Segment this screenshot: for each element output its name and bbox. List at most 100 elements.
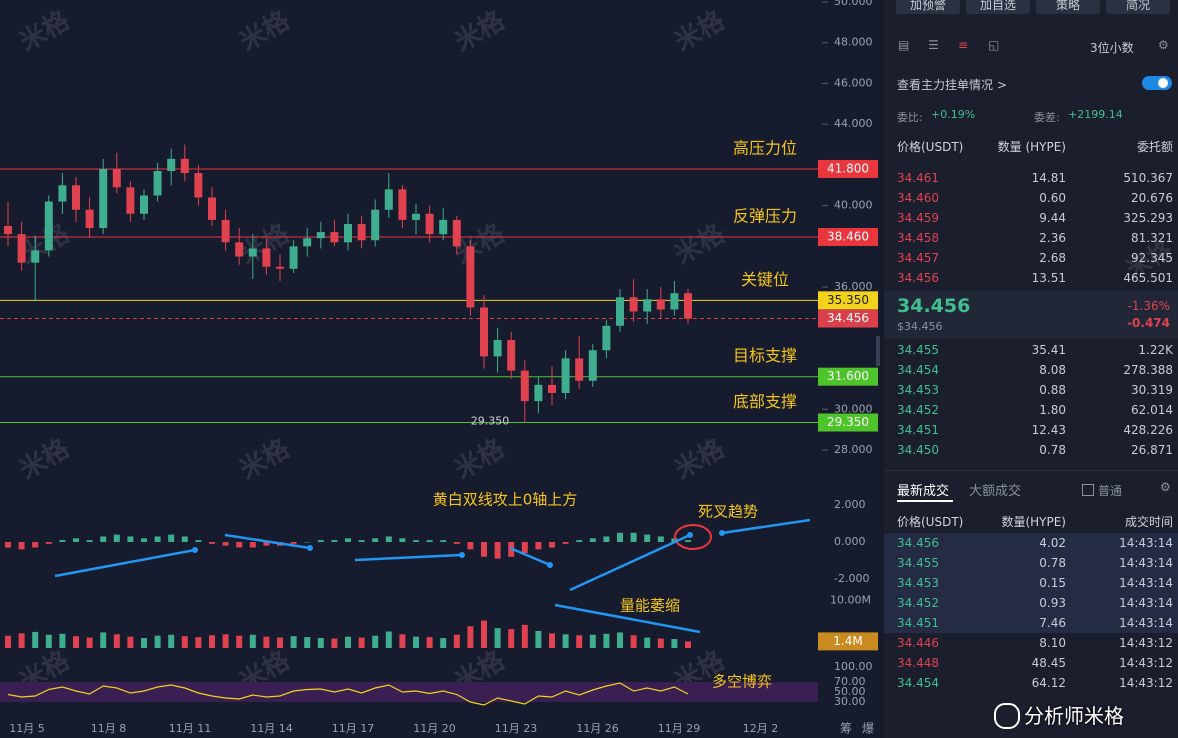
volume-bar	[249, 634, 256, 648]
volume-bar	[168, 634, 175, 648]
x-tick-label: 11月 8	[91, 722, 127, 735]
volume-bar	[345, 636, 351, 648]
candle-body	[507, 340, 516, 371]
volume-bar	[399, 634, 406, 648]
trade-qty: 0.93	[1039, 596, 1066, 610]
settings-icon[interactable]: ⚙	[1160, 480, 1171, 494]
candle-body	[493, 340, 502, 357]
volume-bar	[181, 636, 188, 648]
trade-qty: 0.78	[1039, 556, 1066, 570]
volume-bar	[222, 634, 229, 648]
macd-bar	[440, 540, 447, 542]
trade-price: 34.453	[897, 576, 939, 590]
button[interactable]: 简况	[1106, 0, 1170, 14]
book-header: 委托额	[1136, 140, 1173, 154]
volume-bar	[195, 637, 202, 648]
macd-bar	[426, 540, 433, 542]
level-tag-label: 41.800	[827, 161, 869, 175]
level-note: 反弹压力	[733, 206, 797, 225]
row-bg	[884, 553, 1178, 573]
arrow	[54, 548, 196, 578]
arrow-head	[719, 530, 725, 536]
amount: 20.676	[1131, 191, 1173, 205]
button[interactable]: 加预警	[896, 0, 960, 14]
level-tag-label: 29.350	[827, 415, 869, 429]
corner-label: 筹	[840, 722, 852, 736]
macd-tick-label: 2.000	[834, 498, 866, 511]
candle-body	[330, 232, 339, 243]
trade-tab[interactable]: 最新成交	[897, 484, 950, 499]
macd-bar	[644, 534, 651, 542]
qty: 8.08	[1039, 363, 1066, 377]
volume-bar	[685, 641, 691, 648]
amount: 278.388	[1123, 363, 1173, 377]
volume-bar	[304, 637, 311, 648]
mid-change: -0.474	[1127, 316, 1170, 330]
qty: 9.44	[1039, 211, 1066, 225]
collapse-handle[interactable]	[876, 336, 880, 366]
level-tag	[818, 367, 878, 386]
row-bg	[884, 533, 1178, 553]
trade-header: 数量(HYPE)	[1001, 515, 1066, 529]
amount: 62.014	[1131, 403, 1173, 417]
candle-body	[99, 168, 108, 229]
sidebar: 加预警 加自选 策略 简况 ▤ ☰ ≡ ◱ 3位小数 ⚙ 查看主力挂单情况 > 委比: +0.19% 委差…	[884, 0, 1178, 738]
footer-logo	[994, 703, 1020, 729]
macd-bar	[358, 540, 365, 542]
volume-bar	[113, 634, 120, 648]
volume-bar	[331, 638, 338, 648]
trade-header: 成交时间	[1124, 515, 1173, 529]
candle-body	[208, 197, 216, 220]
candle-body	[561, 358, 570, 393]
arrow	[354, 553, 463, 562]
filter-box[interactable]	[1082, 484, 1094, 496]
volume-bar	[644, 637, 651, 648]
button[interactable]: 加自选	[966, 0, 1030, 14]
candle-body	[656, 299, 665, 310]
mid-price: 34.456	[897, 295, 971, 317]
macd-bar	[453, 542, 460, 544]
macd-bar	[222, 542, 229, 546]
footer: 分析师米格	[1024, 704, 1124, 728]
diff-value: +2199.14	[1068, 108, 1123, 121]
mid-usd: $34.456	[897, 320, 943, 333]
trade-time: 14:43:14	[1119, 596, 1173, 610]
macd-bar	[494, 542, 501, 559]
macd-bar	[290, 542, 297, 544]
y-tick-label: 44.000	[834, 117, 873, 130]
volume-bar	[209, 635, 215, 648]
macd-bar	[345, 538, 351, 542]
volume-bar	[5, 635, 11, 648]
price: 34.458	[897, 231, 939, 245]
button[interactable]: 策略	[1036, 0, 1100, 14]
macd-bar	[168, 534, 175, 542]
trade-time: 14:43:14	[1119, 576, 1173, 590]
settings-icon[interactable]: ⚙	[1158, 38, 1169, 52]
level-tag-label: 31.600	[827, 369, 869, 383]
candle-body	[58, 185, 67, 202]
filter-label: 普通	[1098, 484, 1123, 498]
tool-icon[interactable]: ≡	[958, 38, 969, 52]
level-note: 底部支撑	[733, 392, 797, 411]
macd-bar	[127, 536, 134, 542]
trade-price: 34.446	[897, 636, 939, 650]
book-header: 数量 (HYPE)	[997, 140, 1066, 154]
volume-bar	[100, 632, 107, 648]
y-tick-label: 48.000	[834, 36, 873, 49]
volume-bar	[630, 635, 637, 648]
tool-icon[interactable]: ▤	[898, 38, 910, 52]
decimals-select[interactable]: 3位小数	[1090, 41, 1134, 55]
depth-toggle-label[interactable]: 查看主力挂单情况 >	[897, 78, 1007, 92]
rsi-note: 多空博弈	[712, 673, 772, 691]
candle-body	[384, 189, 393, 210]
volume-bar	[562, 634, 569, 648]
tool-icon[interactable]: ☰	[928, 38, 939, 52]
candle-body	[534, 384, 543, 402]
tool-icon[interactable]: ◱	[988, 38, 1000, 52]
trade-tab[interactable]: 大额成交	[969, 484, 1022, 499]
volume-bar	[154, 635, 161, 648]
volume-bar	[453, 634, 460, 648]
candle-body	[316, 232, 325, 239]
candle-body	[289, 246, 298, 269]
y-tick-label: 50.000	[834, 0, 873, 8]
